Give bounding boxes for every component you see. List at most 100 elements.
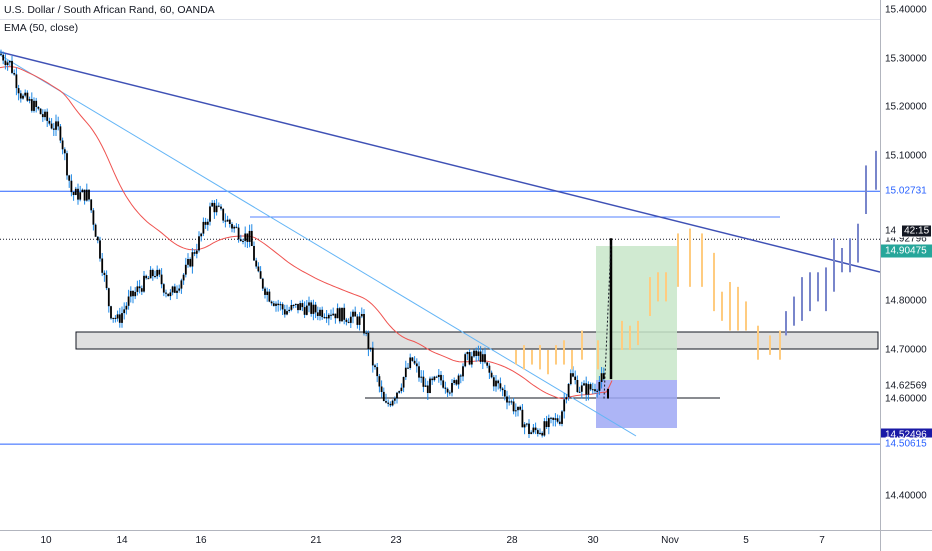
candle-body (468, 352, 471, 365)
candle-body (184, 264, 187, 275)
candle-body (37, 107, 40, 109)
candle-body (490, 372, 493, 378)
candle-body (446, 388, 449, 393)
candle-body (393, 398, 396, 401)
candle-body (44, 111, 46, 118)
candle-body (481, 354, 484, 362)
candle-body (215, 205, 218, 213)
candle-body (521, 409, 524, 428)
candle-body (189, 259, 192, 267)
candle-body (202, 221, 205, 234)
candle-body (402, 377, 405, 388)
candle-body (13, 73, 16, 75)
candle-body (57, 121, 60, 127)
candle-body (314, 304, 317, 313)
candle-body (169, 292, 172, 297)
candle-body (543, 421, 546, 436)
symbol-legend[interactable]: U.S. Dollar / South African Rand, 60, OA… (0, 0, 880, 20)
candle-body (244, 233, 247, 241)
candle-body (239, 239, 242, 241)
candle-body (178, 288, 181, 291)
candle-body (354, 311, 357, 317)
candle-body (35, 100, 38, 107)
ema-line (0, 66, 613, 400)
projection-dashed-line (603, 243, 612, 399)
candle-body (88, 189, 90, 200)
candle-body (591, 389, 594, 391)
loss-zone (596, 380, 677, 428)
candle-body (41, 114, 44, 118)
candle-body (400, 387, 403, 392)
candle-body (488, 365, 491, 373)
candle-body (294, 303, 297, 305)
candle-body (50, 123, 53, 129)
candle-body (589, 384, 592, 390)
candle-body (528, 423, 530, 434)
candle-body (233, 226, 236, 229)
candle-body (473, 350, 475, 357)
candle-body (228, 219, 231, 224)
candle-body (2, 54, 5, 61)
candle-body (517, 406, 519, 411)
price-badge-e: 14.62569 (881, 379, 932, 393)
price-tick-label: 15.40000 (885, 4, 927, 16)
candle-body (149, 269, 152, 279)
candle-body (341, 307, 343, 322)
candle-body (77, 188, 79, 200)
candle-body (323, 317, 326, 319)
chart-pane[interactable]: U.S. Dollar / South African Rand, 60, OA… (0, 0, 880, 530)
candle-body (147, 278, 150, 280)
candle-body (112, 317, 115, 319)
candle-body (360, 314, 363, 317)
candle-body (349, 316, 352, 323)
candle-body (567, 384, 570, 398)
price-chart-svg[interactable] (0, 0, 880, 530)
price-tick-label: 14.60000 (885, 393, 927, 405)
time-tick-label: 23 (390, 535, 402, 546)
candle-body (479, 351, 482, 362)
candle-body (303, 307, 306, 315)
candle-body (248, 230, 251, 242)
candle-body (325, 317, 328, 319)
candle-body (453, 380, 456, 383)
candle-body (598, 382, 601, 391)
symbol-title[interactable]: U.S. Dollar / South African Rand, 60, OA… (4, 4, 215, 16)
candle-body (264, 288, 266, 295)
candle-body (105, 275, 108, 289)
time-axis[interactable]: 10 14 16 21 23 28 30 Nov 5 7 (0, 530, 880, 551)
candle-body (279, 304, 282, 306)
candle-body (286, 311, 288, 315)
candle-body (466, 352, 469, 355)
candle-body (338, 308, 341, 322)
axis-corner (880, 530, 932, 551)
candle-body (171, 286, 174, 293)
candle-body (569, 373, 572, 385)
candle-body (475, 350, 478, 356)
candle-body (83, 189, 86, 201)
price-tick-label: 15.10000 (885, 150, 927, 162)
candle-body (565, 397, 568, 400)
candle-body (116, 314, 119, 319)
candle-body (277, 303, 280, 306)
price-tick-label: 14.40000 (885, 490, 927, 502)
candle-body (204, 221, 207, 225)
candle-body (145, 275, 148, 279)
candle-body (376, 367, 379, 377)
candle-body (594, 389, 596, 392)
candle-body (85, 189, 88, 201)
candle-body (561, 411, 563, 424)
candle-body (352, 311, 354, 317)
price-tick-label: 15.20000 (885, 101, 927, 113)
profit-zone (596, 246, 677, 380)
price-tick-label: 14.80000 (885, 295, 927, 307)
candle-body (398, 391, 401, 393)
candle-body (545, 421, 548, 427)
candle-body (235, 226, 238, 228)
candle-body (382, 391, 385, 401)
price-axis[interactable]: 15.40000 15.30000 15.20000 15.10000 14.80000… (880, 0, 932, 530)
indicator-legend[interactable]: EMA (50, close) (4, 22, 79, 34)
candle-body (99, 240, 101, 259)
candle-body (224, 220, 227, 222)
candle-body (261, 278, 264, 289)
candle-body (191, 252, 194, 267)
